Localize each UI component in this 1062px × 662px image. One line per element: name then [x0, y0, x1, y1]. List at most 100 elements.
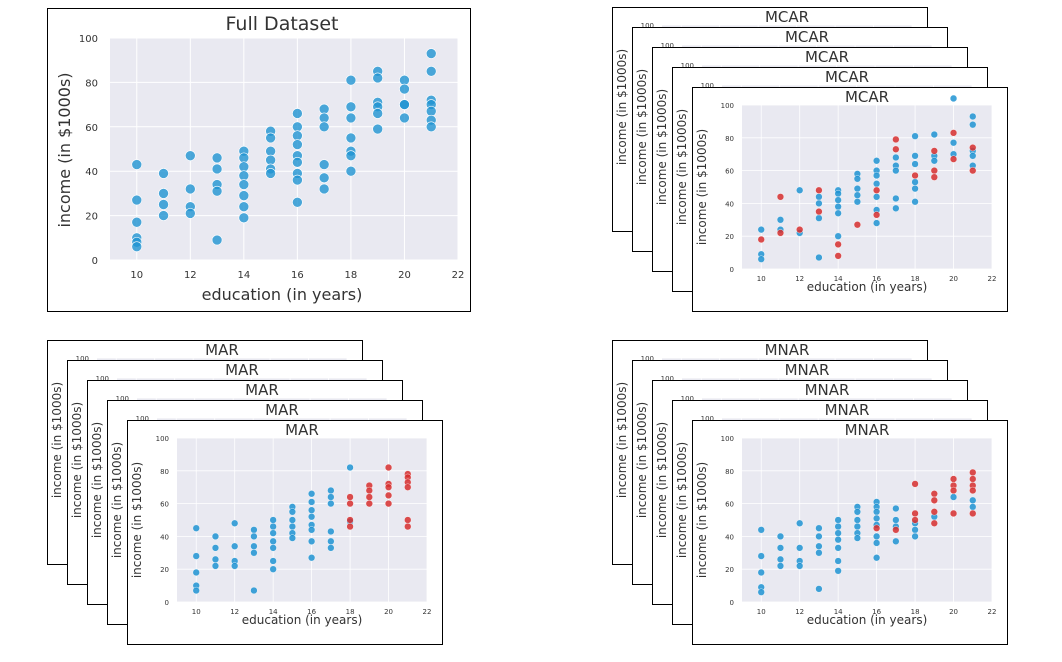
data-point	[911, 532, 919, 541]
data-point	[211, 163, 223, 175]
data-point	[873, 539, 881, 547]
data-point	[318, 183, 330, 195]
data-point	[911, 171, 919, 180]
data-point	[949, 475, 958, 483]
data-point	[292, 196, 303, 208]
data-point	[892, 135, 900, 144]
data-point	[318, 112, 330, 124]
data-point	[911, 185, 919, 193]
data-point	[399, 99, 410, 110]
x-tick-label: 22	[988, 608, 997, 616]
data-point	[269, 522, 277, 531]
data-point	[238, 179, 250, 190]
data-point	[815, 549, 823, 557]
data-point	[365, 493, 373, 501]
data-point	[949, 493, 958, 501]
data-point	[131, 216, 143, 228]
data-point	[873, 508, 881, 516]
data-point	[308, 490, 316, 498]
data-point	[327, 527, 335, 536]
y-tick-label: 100	[641, 355, 654, 363]
data-point	[853, 198, 861, 206]
y-tick-label: 0	[730, 266, 734, 274]
data-point	[250, 532, 258, 541]
data-point	[399, 83, 410, 95]
y-tick-label: 40	[725, 200, 734, 208]
y-axis-label: income (in $1000s)	[110, 442, 124, 558]
y-tick-label: 100	[681, 395, 694, 403]
data-point	[238, 161, 250, 173]
y-tick-label: 100	[701, 415, 714, 423]
data-point	[892, 516, 900, 524]
y-axis-label: income (in $1000s)	[55, 72, 74, 227]
data-point	[853, 522, 861, 531]
y-axis-label: income (in $1000s)	[130, 462, 144, 578]
data-point	[892, 194, 900, 203]
data-point	[930, 166, 938, 175]
data-point	[404, 483, 412, 491]
y-tick-label: 80	[160, 468, 169, 476]
panel-title: MCAR	[825, 68, 869, 86]
data-point	[834, 529, 842, 537]
data-point	[231, 562, 239, 570]
y-tick-label: 100	[116, 395, 129, 403]
data-point	[796, 226, 804, 234]
data-point	[288, 534, 296, 542]
data-point	[384, 463, 393, 472]
data-point	[930, 173, 938, 181]
y-axis-label: income (in $1000s)	[695, 462, 709, 578]
data-point	[192, 586, 200, 595]
data-point	[930, 508, 938, 516]
x-tick-label: 14	[237, 270, 250, 281]
data-point	[834, 203, 842, 211]
data-point	[911, 160, 919, 168]
x-tick-label: 16	[291, 270, 304, 281]
data-point	[873, 193, 881, 201]
data-point	[930, 157, 938, 165]
data-point	[892, 526, 900, 534]
data-point	[853, 516, 861, 524]
data-point	[288, 516, 296, 524]
y-axis-label: income (in $1000s)	[675, 109, 689, 225]
data-point	[834, 544, 842, 552]
y-tick-label: 0	[730, 599, 734, 607]
panel-title: MAR	[265, 401, 299, 419]
data-point	[930, 490, 938, 498]
data-point	[292, 157, 303, 168]
data-point	[425, 105, 437, 117]
x-tick-label: 14	[269, 608, 278, 616]
data-point	[292, 121, 303, 133]
x-tick-label: 12	[795, 275, 804, 283]
data-point	[131, 241, 143, 252]
x-tick-label: 20	[949, 608, 958, 616]
data-point	[288, 522, 296, 531]
data-point	[834, 240, 842, 249]
data-point	[892, 204, 900, 212]
x-axis-label: education (in years)	[807, 613, 928, 627]
y-axis-label: income (in $1000s)	[655, 422, 669, 538]
y-axis-label: income (in $1000s)	[675, 442, 689, 558]
x-tick-label: 22	[452, 270, 465, 281]
data-point	[776, 229, 785, 237]
data-point	[292, 174, 303, 186]
data-point	[327, 537, 335, 545]
plot-area	[177, 438, 427, 602]
y-tick-label: 20	[85, 212, 98, 223]
data-point	[796, 562, 804, 570]
data-point	[873, 554, 881, 562]
y-axis-label: income (in $1000s)	[50, 382, 64, 498]
data-point	[250, 542, 258, 550]
x-axis-label: education (in years)	[807, 280, 928, 294]
data-point	[288, 508, 296, 516]
data-point	[853, 191, 861, 199]
data-point	[873, 524, 881, 532]
y-tick-label: 20	[725, 233, 734, 241]
data-point	[834, 557, 842, 565]
data-point	[318, 159, 330, 170]
data-point	[796, 519, 804, 527]
y-tick-label: 100	[681, 62, 694, 70]
data-point	[265, 154, 276, 166]
data-point	[853, 185, 861, 193]
x-tick-label: 16	[872, 275, 881, 283]
